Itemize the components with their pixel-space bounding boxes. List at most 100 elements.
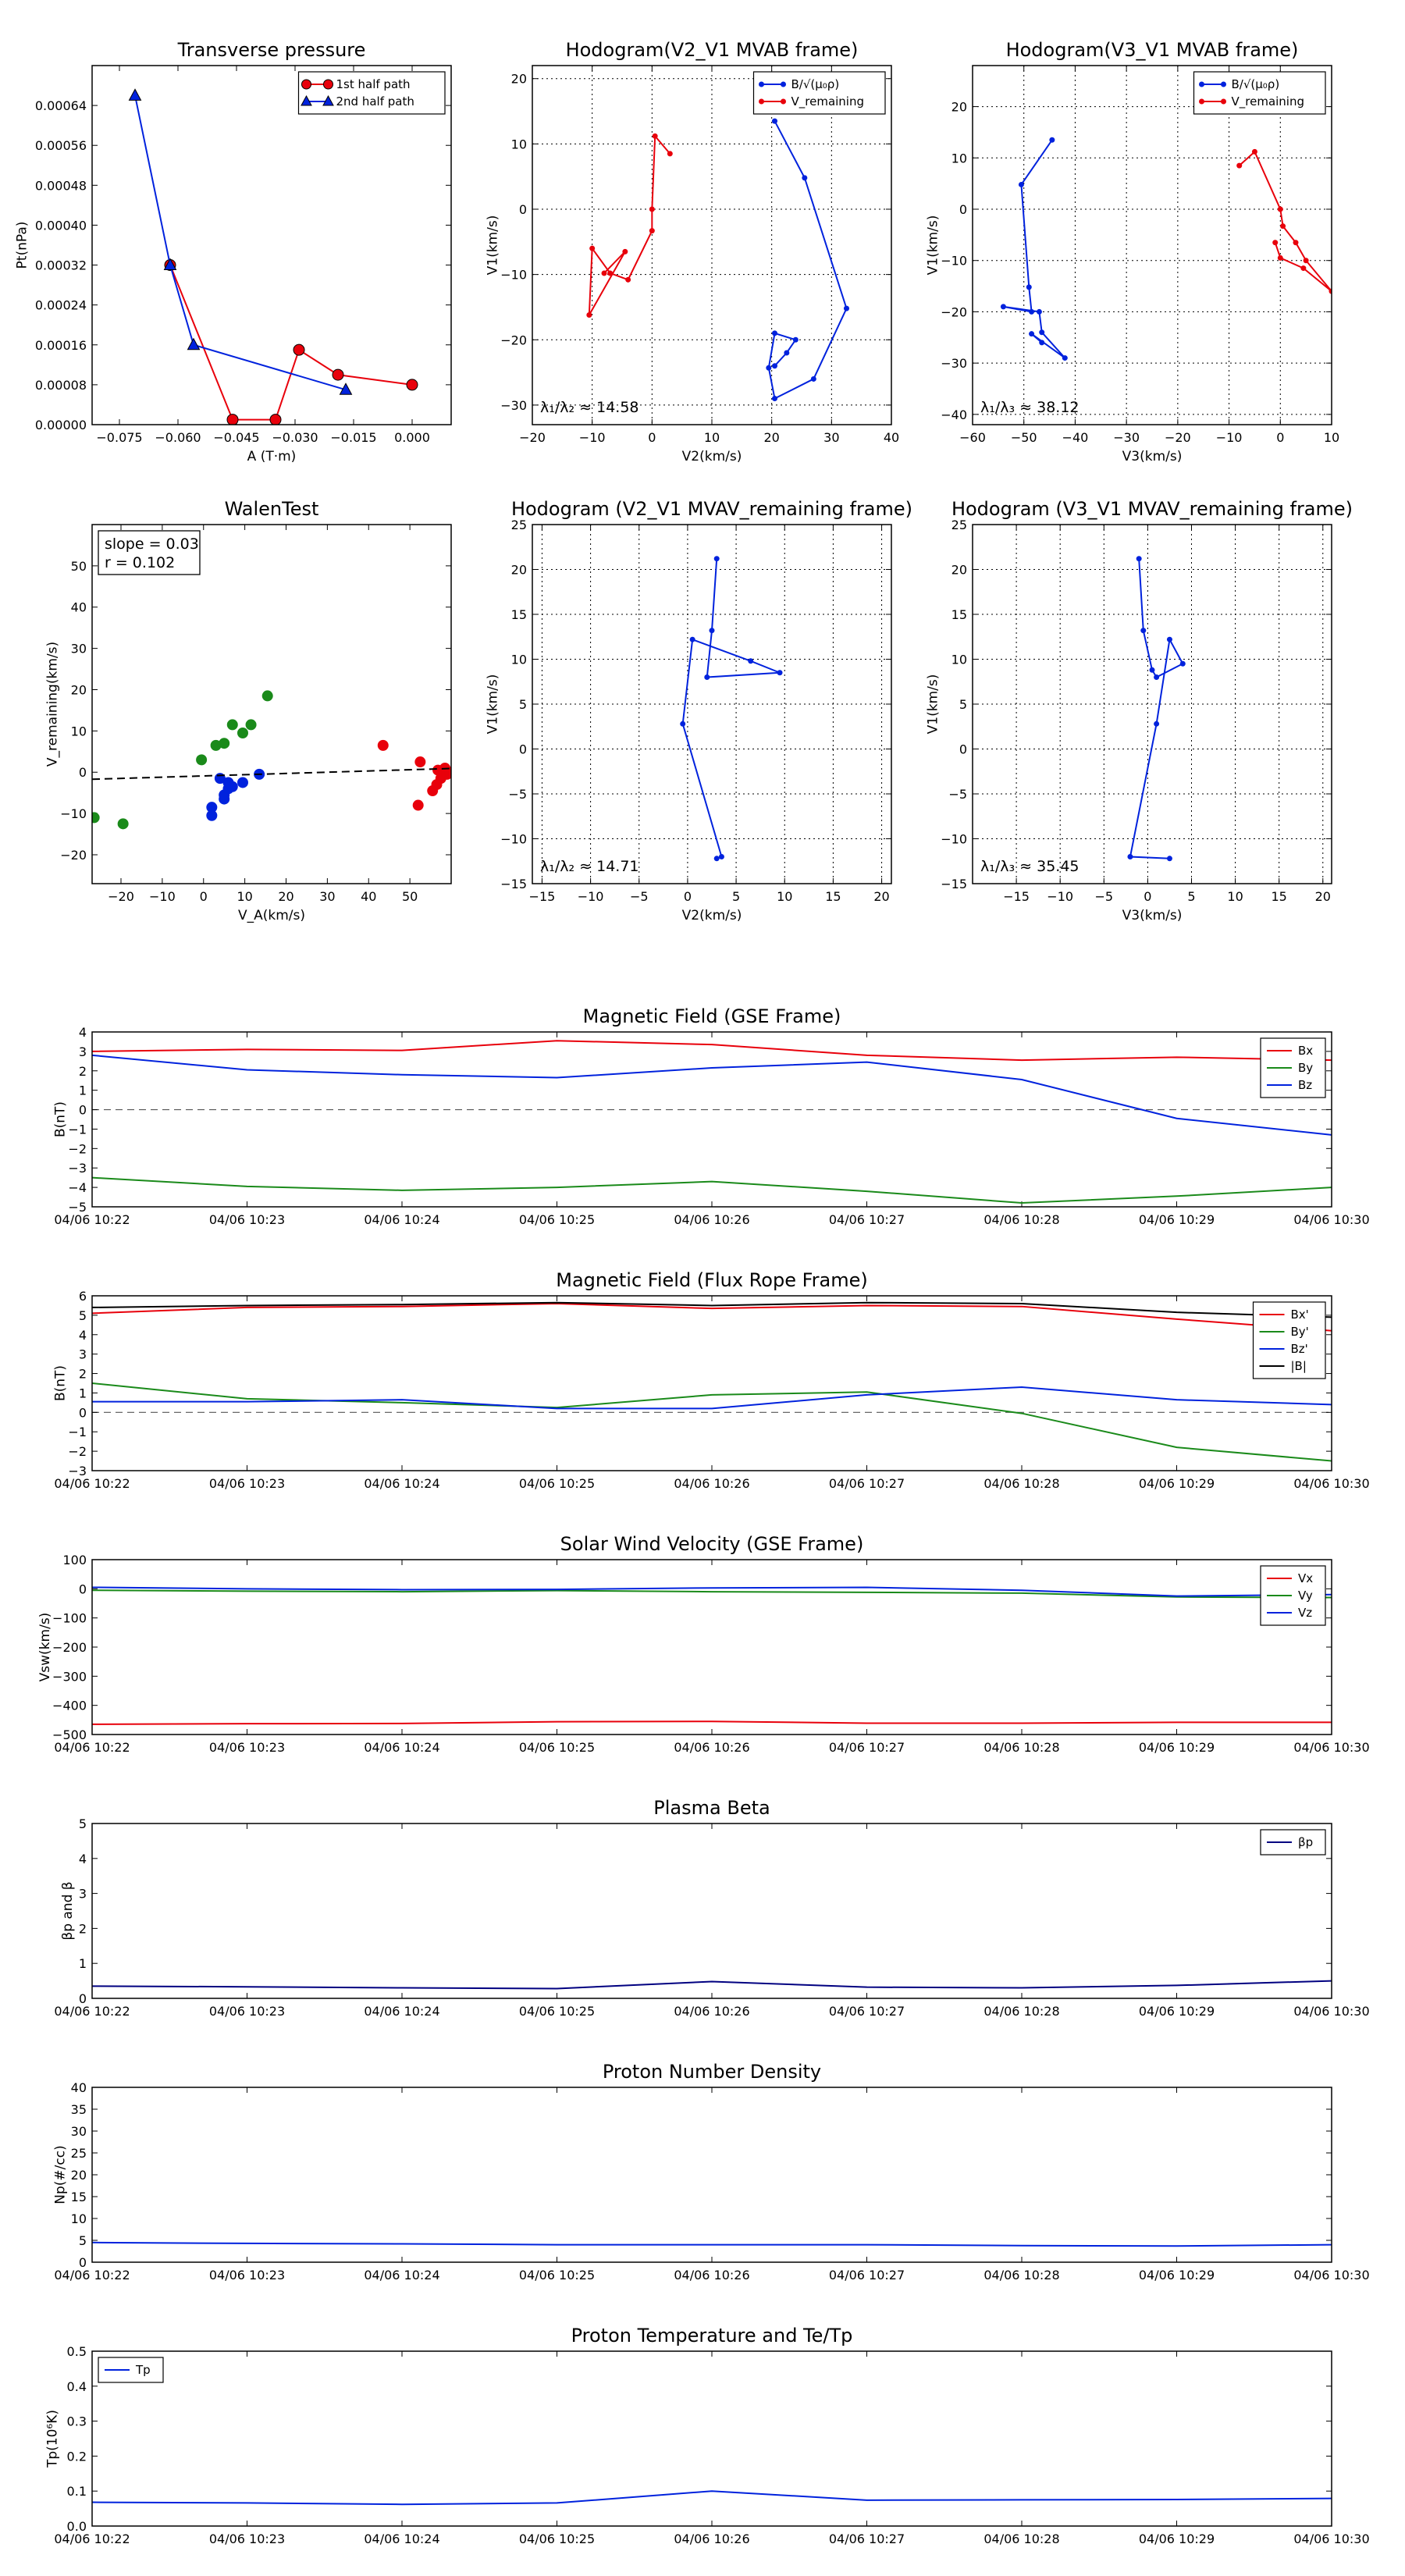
x-tick-label: 04/06 10:25 bbox=[519, 2268, 595, 2282]
y-axis-label: V1(km/s) bbox=[926, 215, 941, 276]
chart-title: Hodogram(V3_V1 MVAB frame) bbox=[1006, 39, 1299, 61]
data-point bbox=[1029, 308, 1035, 315]
x-tick-label: 15 bbox=[1272, 889, 1287, 904]
y-axis-label: V1(km/s) bbox=[926, 674, 941, 735]
legend-marker bbox=[1199, 98, 1204, 105]
data-point bbox=[128, 88, 142, 101]
y-tick-label: 0.00000 bbox=[35, 418, 87, 432]
data-point bbox=[772, 396, 777, 402]
legend: Tp bbox=[98, 2357, 164, 2383]
data-point bbox=[607, 270, 614, 276]
x-tick-label: 04/06 10:29 bbox=[1139, 1212, 1215, 1227]
data-point bbox=[652, 133, 658, 139]
series-line bbox=[92, 1176, 1332, 1204]
y-tick-label: 20 bbox=[951, 100, 967, 115]
y-tick-label: 5 bbox=[79, 1816, 87, 1831]
data-point bbox=[709, 628, 715, 634]
axes-frame bbox=[91, 524, 452, 884]
chart-vsw: 04/06 10:22 04/06 10:23 04/06 10:24 04/06 1… bbox=[37, 1533, 1370, 1755]
y-tick-label: 4 bbox=[79, 1328, 87, 1343]
data-point bbox=[718, 854, 724, 859]
legend-marker bbox=[759, 81, 764, 87]
chart-bgse: 04/06 10:22 04/06 10:23 04/06 10:24 04/06 1… bbox=[52, 1005, 1369, 1227]
x-tick-label: 04/06 10:28 bbox=[984, 2268, 1059, 2282]
series-2nd-half-path bbox=[128, 88, 353, 395]
x-tick-label: 20 bbox=[763, 430, 779, 445]
x-axis-label: V2(km/s) bbox=[682, 449, 742, 464]
y-tick-label: −400 bbox=[52, 1699, 87, 1713]
series-line bbox=[92, 1720, 1332, 1725]
axes-frame bbox=[91, 2087, 1332, 2263]
data-point bbox=[625, 276, 631, 283]
data-point bbox=[196, 754, 208, 766]
y-tick-label: 0 bbox=[79, 1103, 87, 1118]
x-tick-label: 04/06 10:29 bbox=[1139, 2532, 1215, 2546]
data-point bbox=[772, 363, 777, 369]
series-line bbox=[92, 1589, 1332, 1599]
data-point bbox=[1154, 720, 1160, 727]
y-tick-label: −2 bbox=[68, 1444, 87, 1459]
y-tick-label: −4 bbox=[68, 1180, 87, 1195]
y-tick-label: −10 bbox=[941, 254, 967, 269]
x-tick-label: −40 bbox=[1062, 430, 1089, 445]
data-point bbox=[622, 248, 628, 254]
y-axis-label: βp and β bbox=[60, 1881, 76, 1940]
x-tick-label: 04/06 10:24 bbox=[364, 2268, 439, 2282]
y-axis-label: Vsw(km/s) bbox=[37, 1613, 53, 1682]
data-point bbox=[1026, 284, 1032, 290]
x-tick-label: 04/06 10:26 bbox=[674, 2004, 749, 2019]
annotation-text: λ₁/λ₃ ≈ 35.45 bbox=[980, 858, 1080, 875]
chart-h2: −60 −50 −40 −30 −20 −10 0 10 −40 −30 −20 −10 0 10 20 Ho… bbox=[926, 39, 1340, 464]
x-axis-label: V2(km/s) bbox=[682, 908, 742, 923]
x-tick-label: 04/06 10:23 bbox=[209, 2004, 285, 2019]
y-tick-label: 2 bbox=[79, 1367, 87, 1382]
y-axis-label: V1(km/s) bbox=[486, 215, 501, 276]
y-tick-label: 0.00056 bbox=[35, 138, 87, 153]
y-tick-label: 15 bbox=[71, 2190, 87, 2204]
series-bz bbox=[92, 1054, 1332, 1136]
data-point bbox=[713, 856, 720, 862]
x-tick-label: 04/06 10:22 bbox=[54, 1476, 130, 1491]
plot-area bbox=[92, 1301, 1332, 1462]
x-tick-label: −20 bbox=[1165, 430, 1191, 445]
x-tick-label: 04/06 10:30 bbox=[1293, 1212, 1369, 1227]
x-tick-label: −0.015 bbox=[330, 430, 376, 445]
data-point bbox=[704, 674, 710, 680]
x-tick-label: −20 bbox=[108, 889, 134, 904]
x-tick-label: 30 bbox=[319, 889, 335, 904]
legend-label: B/√(μ₀ρ) bbox=[791, 77, 840, 91]
legend-label: 2nd half path bbox=[336, 94, 414, 109]
y-tick-label: 0.00032 bbox=[35, 258, 87, 273]
legend-marker bbox=[759, 98, 764, 105]
y-tick-label: −500 bbox=[52, 1727, 87, 1742]
data-point bbox=[667, 151, 673, 157]
x-tick-label: 04/06 10:26 bbox=[674, 1212, 749, 1227]
x-tick-label: 04/06 10:22 bbox=[54, 1740, 130, 1755]
fit-line bbox=[92, 767, 451, 781]
y-tick-label: 3 bbox=[79, 1044, 87, 1059]
x-tick-label: 04/06 10:24 bbox=[364, 1212, 439, 1227]
series-line bbox=[169, 265, 413, 421]
legend-label: Bz bbox=[1298, 1078, 1312, 1092]
x-tick-label: 04/06 10:25 bbox=[519, 2004, 595, 2019]
series-v-remaining bbox=[586, 133, 673, 318]
data-point bbox=[1154, 674, 1160, 680]
y-tick-label: 10 bbox=[511, 653, 527, 667]
x-tick-label: −60 bbox=[959, 430, 986, 445]
x-tick-label: 10 bbox=[237, 889, 252, 904]
y-tick-label: −3 bbox=[68, 1161, 87, 1176]
y-axis-label: V_remaining(km/s) bbox=[45, 642, 61, 767]
y-tick-label: −5 bbox=[948, 787, 967, 802]
series-bx- bbox=[92, 1302, 1332, 1332]
y-tick-label: 3 bbox=[79, 1347, 87, 1362]
y-tick-label: 0 bbox=[79, 1405, 87, 1420]
series-bz- bbox=[92, 1386, 1332, 1410]
y-tick-label: 15 bbox=[511, 607, 527, 622]
data-point bbox=[1166, 856, 1172, 862]
y-axis-label: B(nT) bbox=[52, 1365, 68, 1401]
y-tick-label: 20 bbox=[71, 682, 87, 697]
data-point bbox=[713, 556, 720, 562]
data-point bbox=[689, 636, 695, 642]
legend-label: Tp bbox=[135, 2363, 151, 2377]
y-tick-label: 0 bbox=[79, 1582, 87, 1596]
